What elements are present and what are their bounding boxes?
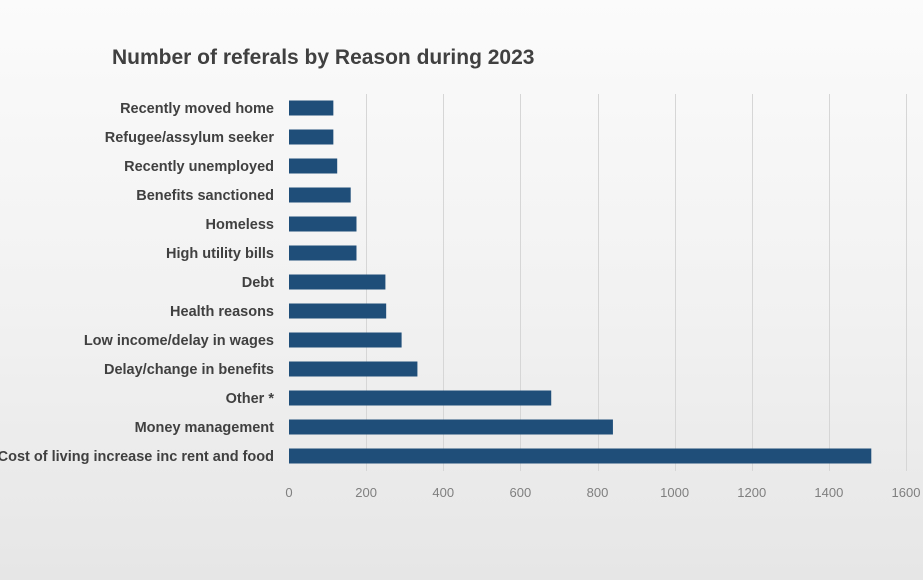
x-tick-label: 600: [510, 485, 532, 500]
bar: [289, 303, 387, 319]
bar: [289, 129, 334, 145]
bar: [289, 158, 338, 174]
category-label: Other *: [226, 391, 275, 407]
category-label: High utility bills: [166, 246, 274, 262]
x-tick-label: 200: [355, 485, 377, 500]
category-label: Delay/change in benefits: [104, 362, 274, 378]
gridlines: [366, 94, 907, 471]
category-label: Benefits sanctioned: [136, 188, 274, 204]
x-tick-label: 1200: [737, 485, 766, 500]
x-tick-label: 1000: [660, 485, 689, 500]
category-label: Recently unemployed: [124, 159, 274, 175]
category-label: Cost of living increase inc rent and foo…: [0, 449, 274, 465]
x-tick-label: 800: [587, 485, 609, 500]
x-tick-label: 0: [285, 485, 292, 500]
bar: [289, 187, 351, 203]
category-labels: Recently moved home Refugee/assylum seeke…: [0, 101, 274, 465]
bar: [289, 390, 552, 406]
x-tick-label: 1600: [892, 485, 921, 500]
bar: [289, 419, 613, 435]
bar: [289, 245, 357, 261]
bar: [289, 216, 357, 232]
bar: [289, 274, 386, 290]
category-label: Money management: [135, 420, 275, 436]
x-tick-label: 1400: [814, 485, 843, 500]
x-tick-label: 400: [432, 485, 454, 500]
bar: [289, 361, 418, 377]
bars: [289, 100, 872, 464]
bar: [289, 448, 872, 464]
chart-title: Number of referals by Reason during 2023: [112, 46, 535, 69]
bar: [289, 332, 402, 348]
category-label: Recently moved home: [120, 101, 274, 117]
category-label: Health reasons: [170, 304, 274, 320]
x-axis-tick-labels: 0 200 400 600 800 1000 1200 1400 1600: [285, 485, 920, 500]
category-label: Homeless: [205, 217, 274, 233]
category-label: Low income/delay in wages: [84, 333, 274, 349]
category-label: Refugee/assylum seeker: [105, 130, 275, 146]
category-label: Debt: [242, 275, 274, 291]
bar: [289, 100, 334, 116]
